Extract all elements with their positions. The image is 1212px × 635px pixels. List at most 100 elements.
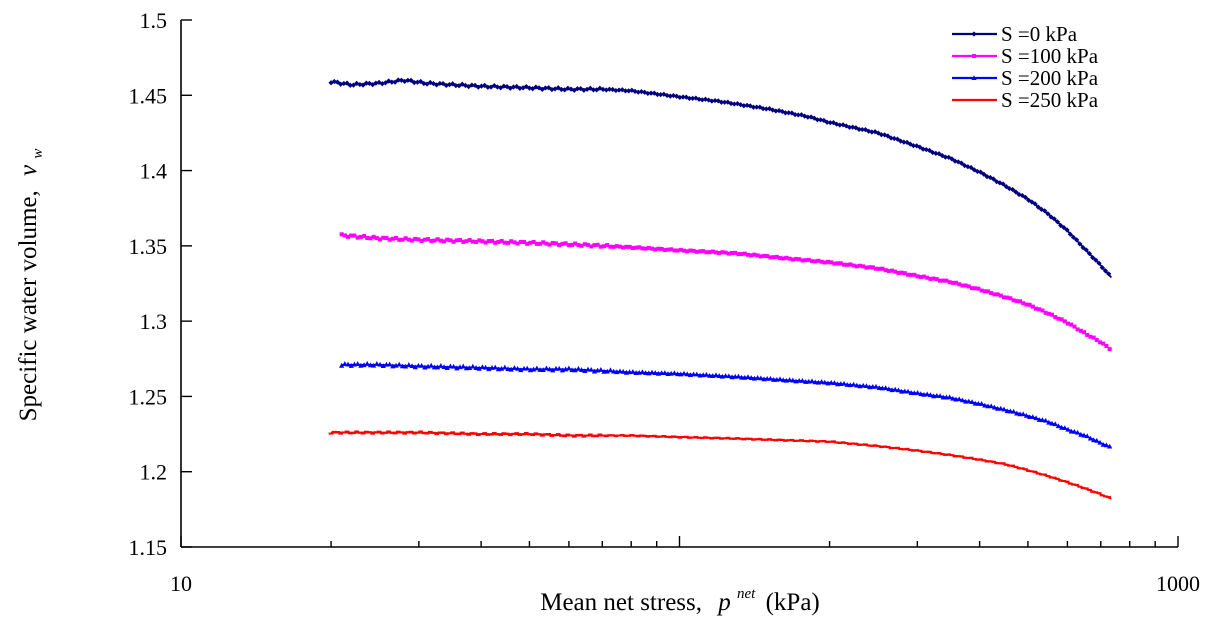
data-point	[773, 439, 779, 442]
data-point	[648, 435, 654, 438]
data-point	[428, 362, 434, 368]
data-point	[406, 237, 411, 242]
data-point	[915, 274, 920, 279]
data-point	[795, 439, 801, 442]
data-point	[446, 82, 453, 88]
data-point	[361, 362, 367, 368]
data-point	[1088, 334, 1093, 339]
data-point	[440, 431, 446, 434]
data-point	[981, 171, 987, 177]
data-point	[893, 269, 898, 274]
data-point	[843, 442, 849, 445]
x-axis-title-main: Mean net stress,	[540, 589, 702, 616]
data-point	[734, 101, 741, 107]
data-point	[460, 363, 466, 369]
data-point	[1013, 189, 1019, 195]
data-point	[859, 126, 865, 133]
data-point	[838, 261, 843, 266]
data-point	[1042, 473, 1048, 476]
data-point	[523, 431, 529, 434]
data-point	[990, 176, 997, 182]
data-point	[687, 436, 692, 439]
data-point	[706, 97, 712, 103]
data-point	[886, 268, 891, 273]
data-point	[483, 240, 488, 245]
data-point	[1008, 296, 1013, 301]
data-point	[896, 270, 901, 275]
data-point	[491, 82, 497, 89]
data-point	[830, 120, 837, 126]
data-point	[339, 362, 345, 368]
data-point	[938, 278, 943, 283]
data-point	[362, 234, 367, 239]
legend-item: S =0 kPa	[952, 22, 1078, 46]
data-point	[1034, 306, 1039, 311]
data-point	[778, 256, 783, 261]
data-point	[864, 265, 869, 270]
data-point	[1106, 496, 1112, 499]
data-point	[991, 460, 996, 463]
data-point	[799, 377, 806, 383]
data-point	[501, 83, 507, 89]
data-point	[415, 431, 420, 434]
data-point	[987, 460, 993, 463]
data-point	[717, 250, 722, 255]
data-point	[777, 376, 783, 382]
data-point	[911, 449, 916, 452]
data-point	[527, 433, 532, 436]
data-point	[491, 431, 497, 434]
data-point	[763, 438, 769, 441]
data-point	[1083, 247, 1089, 253]
data-point	[856, 443, 862, 446]
data-point	[991, 404, 998, 410]
data-point	[837, 441, 843, 444]
data-point	[965, 456, 971, 459]
data-point	[358, 234, 363, 239]
data-point	[875, 445, 881, 448]
data-point	[367, 362, 374, 368]
data-point	[720, 250, 725, 255]
data-point	[811, 115, 817, 121]
data-point	[363, 80, 369, 86]
data-point	[1072, 324, 1077, 329]
y-tick-label: 1.35	[129, 234, 168, 259]
data-point	[675, 371, 681, 377]
data-point	[589, 244, 594, 249]
data-point	[464, 239, 469, 244]
y-tick-label: 1.4	[140, 159, 168, 184]
data-point	[590, 87, 597, 93]
data-point	[538, 241, 543, 246]
data-point	[947, 280, 952, 285]
data-point	[1024, 302, 1029, 307]
data-point	[470, 239, 475, 244]
data-point	[918, 274, 923, 279]
data-point	[918, 391, 924, 397]
data-point	[888, 135, 894, 141]
data-point	[1081, 432, 1087, 438]
data-point	[371, 234, 376, 239]
data-point	[826, 259, 831, 264]
data-point	[684, 371, 690, 377]
data-point	[963, 283, 968, 288]
data-point	[1086, 250, 1093, 257]
data-point	[675, 248, 680, 253]
data-point	[493, 240, 498, 245]
data-point	[555, 433, 561, 436]
data-point	[926, 147, 933, 153]
data-point	[928, 276, 933, 281]
data-point	[678, 247, 683, 252]
data-point	[472, 432, 478, 435]
data-point	[370, 432, 376, 435]
data-point	[904, 447, 910, 450]
data-point	[1048, 476, 1054, 479]
data-point	[490, 238, 495, 243]
data-point	[960, 283, 965, 288]
data-point	[1035, 472, 1041, 475]
data-point	[539, 434, 545, 437]
data-point	[982, 289, 987, 294]
data-point	[492, 364, 498, 370]
data-point	[851, 263, 856, 268]
data-point	[331, 78, 337, 85]
series-line	[331, 431, 1112, 500]
